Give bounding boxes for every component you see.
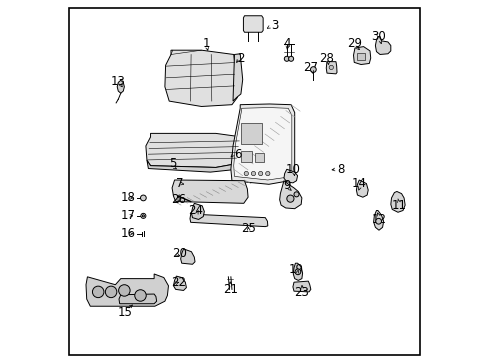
- Text: 14: 14: [351, 177, 366, 190]
- Polygon shape: [190, 214, 267, 226]
- Text: 2: 2: [237, 51, 244, 64]
- Bar: [241, 123, 262, 144]
- Polygon shape: [164, 50, 237, 107]
- Circle shape: [258, 171, 262, 176]
- Polygon shape: [147, 160, 235, 172]
- Text: 9: 9: [283, 179, 290, 192]
- Text: 6: 6: [233, 148, 241, 161]
- Text: 29: 29: [347, 37, 362, 50]
- Circle shape: [119, 285, 130, 296]
- Circle shape: [92, 286, 104, 298]
- Circle shape: [286, 195, 293, 202]
- Polygon shape: [292, 281, 310, 292]
- Text: 20: 20: [172, 247, 186, 260]
- Polygon shape: [373, 211, 383, 230]
- Polygon shape: [191, 203, 204, 220]
- Polygon shape: [145, 134, 241, 167]
- Text: 17: 17: [121, 210, 136, 222]
- Text: 26: 26: [171, 193, 185, 206]
- Circle shape: [105, 286, 117, 298]
- Polygon shape: [180, 249, 195, 264]
- Polygon shape: [293, 263, 302, 280]
- Circle shape: [284, 56, 289, 61]
- Text: 4: 4: [283, 37, 291, 50]
- Polygon shape: [119, 294, 156, 304]
- Polygon shape: [325, 62, 336, 74]
- Circle shape: [265, 171, 269, 176]
- Polygon shape: [117, 80, 124, 93]
- Polygon shape: [279, 181, 301, 209]
- Text: 3: 3: [271, 19, 278, 32]
- Polygon shape: [284, 169, 297, 183]
- Bar: [241, 151, 251, 162]
- Circle shape: [375, 219, 381, 224]
- Circle shape: [293, 192, 298, 197]
- Text: 11: 11: [390, 199, 406, 212]
- Circle shape: [294, 269, 300, 275]
- Circle shape: [310, 67, 316, 72]
- Polygon shape: [173, 276, 186, 291]
- Polygon shape: [390, 192, 405, 212]
- Text: 16: 16: [121, 227, 136, 240]
- Text: 10: 10: [285, 163, 300, 176]
- Circle shape: [328, 65, 333, 69]
- Circle shape: [141, 213, 145, 219]
- Text: 23: 23: [294, 287, 309, 300]
- Polygon shape: [375, 37, 390, 54]
- Text: 7: 7: [175, 177, 183, 190]
- Text: 1: 1: [203, 37, 210, 50]
- Polygon shape: [243, 16, 263, 32]
- Circle shape: [142, 215, 144, 217]
- Text: 5: 5: [169, 157, 176, 170]
- Text: 24: 24: [188, 204, 203, 217]
- Text: 30: 30: [370, 30, 385, 43]
- Text: 19: 19: [288, 263, 304, 276]
- Circle shape: [244, 171, 248, 176]
- Circle shape: [251, 171, 255, 176]
- Polygon shape: [172, 180, 247, 203]
- Polygon shape: [86, 274, 168, 306]
- Text: 28: 28: [319, 51, 334, 64]
- Text: 22: 22: [171, 276, 185, 289]
- Text: 18: 18: [121, 192, 135, 204]
- Circle shape: [288, 56, 293, 61]
- Text: 13: 13: [111, 75, 125, 88]
- Text: 27: 27: [303, 60, 318, 73]
- Polygon shape: [230, 104, 294, 184]
- Text: 15: 15: [118, 306, 133, 319]
- Circle shape: [140, 195, 146, 201]
- Text: 12: 12: [371, 213, 386, 226]
- Text: 25: 25: [240, 222, 255, 235]
- Text: 21: 21: [222, 283, 237, 296]
- Polygon shape: [356, 180, 367, 197]
- Polygon shape: [233, 54, 242, 101]
- Bar: [255, 153, 264, 162]
- Circle shape: [135, 290, 146, 301]
- Text: 8: 8: [337, 163, 345, 176]
- Polygon shape: [233, 108, 291, 180]
- Bar: [356, 53, 364, 60]
- Polygon shape: [353, 46, 370, 64]
